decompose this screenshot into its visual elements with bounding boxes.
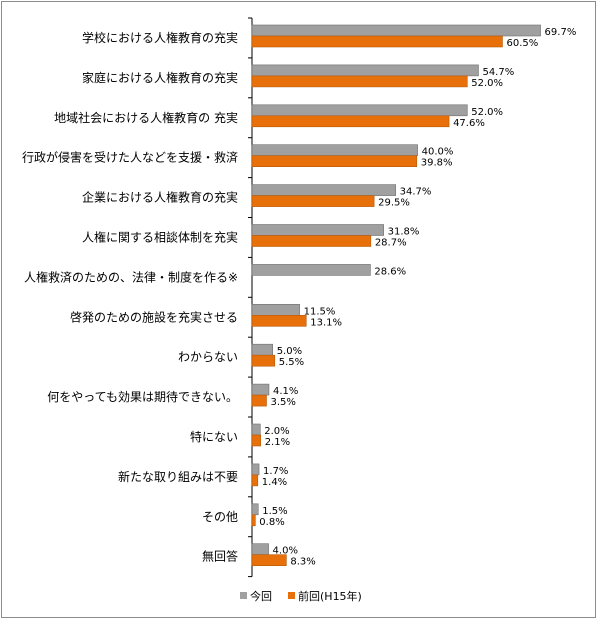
bar-previous	[251, 514, 256, 527]
value-label-current: 11.5%	[304, 306, 336, 317]
bar-current	[251, 184, 396, 196]
bar-current	[251, 343, 274, 356]
bar-current	[251, 503, 259, 516]
bar-current	[251, 463, 260, 476]
value-label-previous: 2.1%	[265, 437, 290, 448]
legend-swatch-current	[240, 592, 247, 599]
category-label: 新たな取り組みは不要	[118, 469, 238, 484]
value-label-current: 1.7%	[263, 466, 288, 477]
legend-swatch-previous	[288, 592, 295, 599]
bar-current	[251, 24, 541, 37]
value-label-previous: 29.5%	[378, 198, 410, 209]
category-label: 地域社会における人権教育の 充実	[54, 110, 238, 125]
value-label-previous: 3.5%	[270, 397, 295, 408]
bar-previous	[251, 474, 259, 487]
bar-current	[251, 264, 371, 276]
value-label-previous: 60.5%	[506, 38, 538, 49]
value-label-previous: 1.4%	[262, 477, 287, 488]
category-label: その他	[202, 510, 238, 524]
value-label-previous: 13.1%	[310, 317, 342, 328]
legend-label-current: 今回	[250, 589, 272, 603]
legend-label-previous: 前回(H15年)	[298, 589, 362, 603]
bar-current	[251, 383, 270, 396]
category-label: わからない	[178, 350, 238, 364]
bar-current	[251, 224, 384, 236]
bar-previous	[251, 195, 375, 207]
value-label-current: 52.0%	[471, 107, 503, 118]
value-label-previous: 5.5%	[279, 357, 304, 368]
value-label-current: 34.7%	[400, 187, 432, 198]
bar-previous	[251, 115, 450, 128]
category-label: 人権に関する相談体制を充実	[82, 229, 238, 244]
bar-previous	[251, 434, 261, 447]
value-label-previous: 8.3%	[290, 557, 315, 568]
bar-current	[251, 144, 418, 156]
value-label-current: 40.0%	[422, 147, 454, 158]
value-label-current: 28.6%	[374, 266, 406, 277]
bar-previous	[251, 554, 287, 567]
value-label-current: 31.8%	[388, 227, 420, 238]
bar-current	[251, 423, 261, 436]
bar-current	[251, 64, 479, 77]
category-label: 学校における人権教育の充実	[82, 30, 238, 45]
category-label: 啓発のための施設を充実させる	[70, 309, 238, 324]
value-label-previous: 47.6%	[453, 118, 485, 129]
bar-current	[251, 543, 269, 556]
category-label: 企業における人権教育の充実	[82, 190, 238, 205]
value-label-current: 4.1%	[273, 386, 298, 397]
bar-current	[251, 303, 300, 316]
bar-previous	[251, 155, 418, 167]
category-label: 何をやっても効果は期待できない。	[47, 389, 238, 404]
bar-previous	[251, 394, 267, 407]
bar-previous	[251, 235, 372, 247]
value-label-previous: 28.7%	[375, 238, 407, 249]
bar-previous	[251, 354, 276, 367]
value-label-current: 5.0%	[277, 346, 302, 357]
value-label-previous: 0.8%	[259, 517, 284, 528]
value-label-current: 2.0%	[264, 426, 289, 437]
value-label-current: 69.7%	[545, 27, 577, 38]
category-label: 行政が侵害を受けた人などを支援・救済	[22, 150, 238, 165]
value-label-current: 54.7%	[482, 67, 514, 78]
bar-previous	[251, 35, 503, 48]
value-label-current: 1.5%	[262, 506, 287, 517]
category-label: 無回答	[202, 549, 238, 564]
value-label-previous: 39.8%	[421, 158, 453, 169]
category-label: 特にない	[190, 429, 238, 444]
category-label: 人権救済のための、法律・制度を作る※	[24, 269, 238, 284]
bar-previous	[251, 314, 307, 327]
value-label-previous: 52.0%	[471, 78, 503, 89]
value-label-current: 4.0%	[273, 546, 298, 557]
category-label: 家庭における人権教育の充実	[82, 70, 238, 85]
bar-previous	[251, 75, 468, 88]
bar-current	[251, 104, 468, 117]
